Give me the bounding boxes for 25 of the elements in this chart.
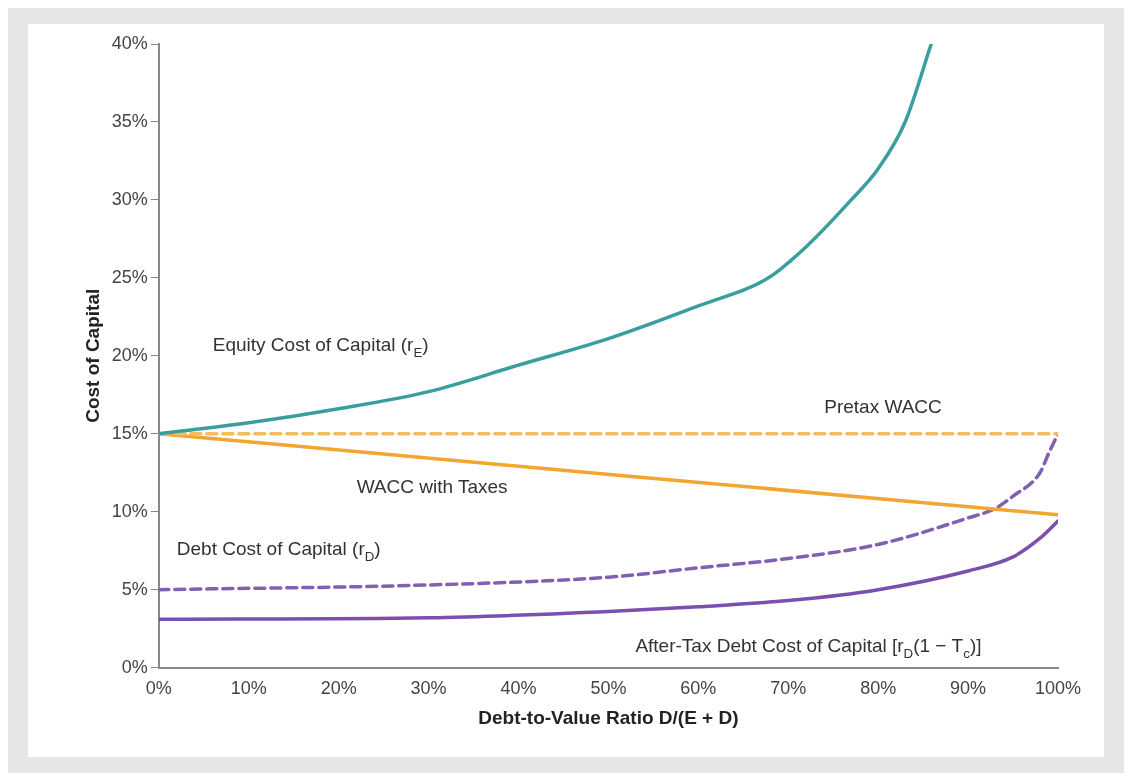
y-tick-label: 5% <box>121 578 148 599</box>
y-tick-label: 20% <box>111 344 148 365</box>
y-tick-label: 15% <box>111 422 148 443</box>
y-tick-label: 25% <box>111 266 148 287</box>
y-axis-title: Cost of Capital <box>81 288 103 423</box>
y-tick-label: 0% <box>121 656 148 677</box>
line-series <box>158 519 1058 622</box>
x-tick-label: 50% <box>590 678 627 699</box>
x-tick-label: 0% <box>145 678 172 699</box>
x-tick-label: 10% <box>230 678 267 699</box>
x-tick-label: 20% <box>320 678 357 699</box>
y-tick-label: 30% <box>111 188 148 209</box>
x-tick-label: 100% <box>1034 678 1082 699</box>
y-tick-label: 35% <box>111 110 148 131</box>
x-tick-label: 30% <box>410 678 447 699</box>
series-label: Pretax WACC <box>824 396 942 418</box>
x-tick-label: 90% <box>950 678 987 699</box>
series-label: WACC with Taxes <box>356 475 508 497</box>
x-tick-label: 80% <box>860 678 897 699</box>
y-tick-label: 10% <box>111 500 148 521</box>
x-tick-label: 60% <box>680 678 717 699</box>
y-tick-label: 40% <box>111 32 148 53</box>
x-tick-label: 40% <box>500 678 537 699</box>
x-axis-title: Debt-to-Value Ratio D/(E + D) <box>478 706 739 728</box>
x-tick-label: 70% <box>770 678 807 699</box>
